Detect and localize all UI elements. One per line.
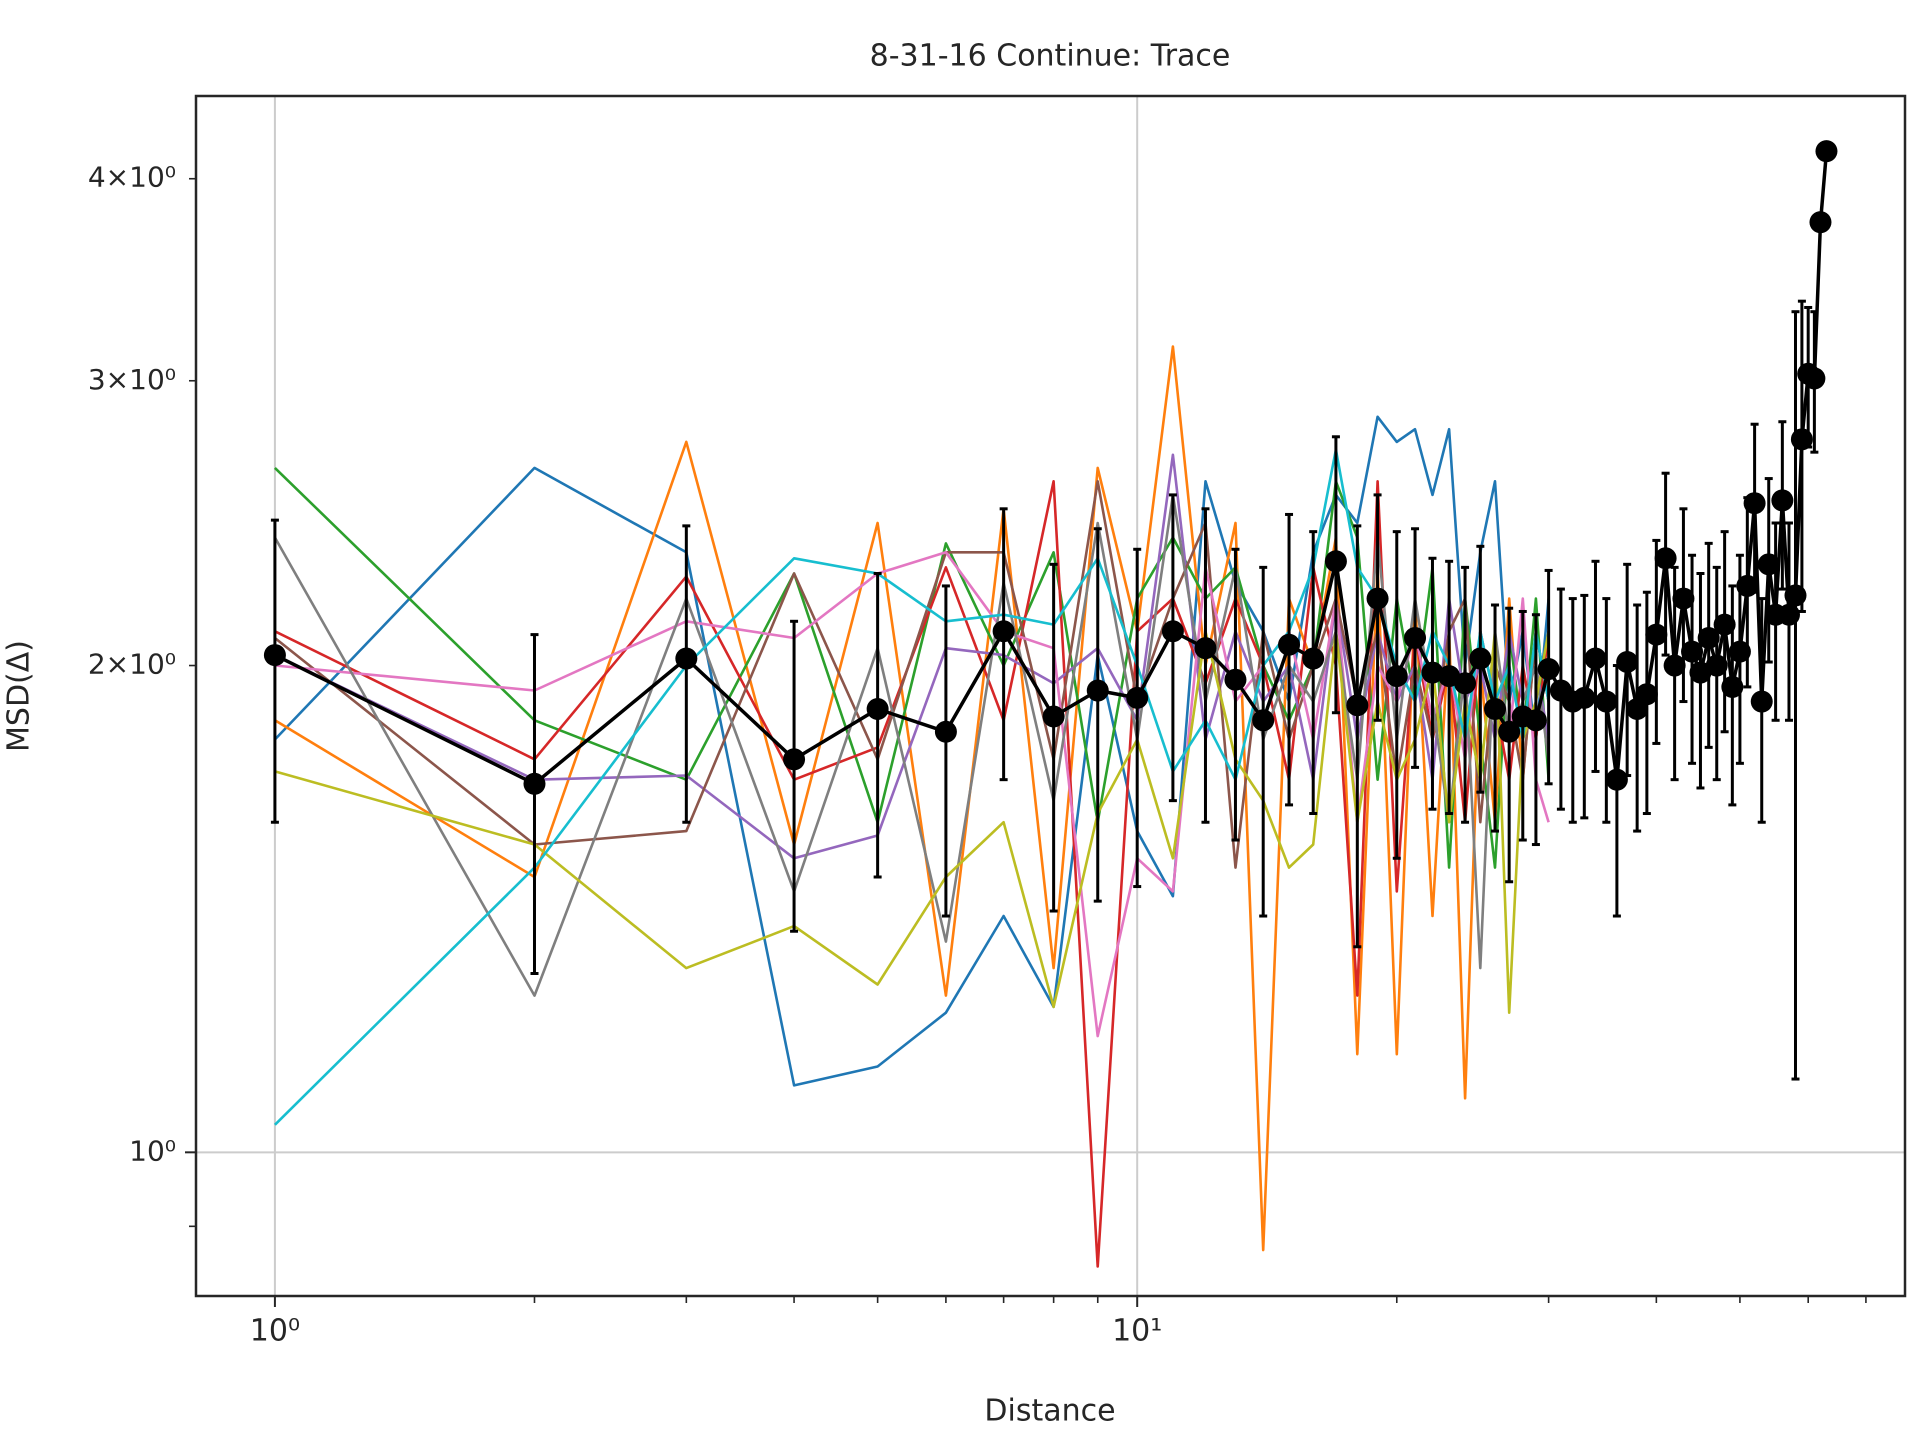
marker [934,720,957,743]
x-tick-label: 10¹ [1112,1314,1162,1349]
marker [1803,367,1826,390]
series-line [274,480,1550,869]
chart-title: 8-31-16 Continue: Trace [870,39,1231,74]
marker [1616,651,1639,674]
marker [1324,550,1347,573]
marker [1713,613,1736,636]
marker [1728,640,1751,663]
marker [866,697,889,720]
marker [1663,654,1686,677]
y-tick-label: 10⁰ [129,1134,176,1167]
y-axis-label: MSD(Δ) [2,640,37,752]
marker [1302,647,1325,670]
marker [1654,547,1677,570]
marker [1705,654,1728,677]
marker [1346,694,1369,717]
marker [1790,428,1813,451]
marker [1469,647,1492,670]
series-line [274,453,1550,860]
marker [783,748,806,771]
marker [1366,587,1389,610]
marker [1537,658,1560,681]
marker [1757,553,1780,576]
marker [1126,686,1149,709]
marker [1605,768,1628,791]
marker [1743,492,1766,515]
marker [1573,686,1596,709]
series-line [273,415,1550,1087]
marker [992,620,1015,643]
marker [1672,587,1695,610]
marker [1736,574,1759,597]
marker [1498,720,1521,743]
marker [1750,690,1773,713]
y-tick-label: 2×10⁰ [88,648,176,681]
marker [1484,697,1507,720]
marker [1454,672,1477,695]
marker [1771,489,1794,512]
marker [1635,683,1658,706]
marker [1584,647,1607,670]
marker [1809,211,1832,234]
marker [1721,675,1744,698]
marker [1784,584,1807,607]
marker [1161,620,1184,643]
y-tick-label: 3×10⁰ [88,363,176,396]
marker [1815,140,1838,163]
marker [1224,668,1247,691]
y-tick-label: 4×10⁰ [88,161,176,194]
marker [1385,665,1408,688]
x-axis-label: Distance [984,1394,1115,1429]
marker [675,647,698,670]
series-line [273,448,1550,1126]
marker [1252,709,1275,732]
marker [1404,626,1427,649]
series-line [274,630,1550,1014]
marker [1194,637,1217,660]
x-tick-label: 10⁰ [250,1314,300,1349]
marker [1086,679,1109,702]
marker [1278,633,1301,656]
series-line [274,345,1550,1252]
marker [1042,705,1065,728]
marker [1681,640,1704,663]
marker [1777,603,1800,626]
marker [263,644,286,667]
marker [1595,690,1618,713]
marker [1524,709,1547,732]
marker [1421,661,1444,684]
marker [523,772,546,795]
plot-frame [194,94,1907,1298]
marker [1645,623,1668,646]
marker [1697,626,1720,649]
